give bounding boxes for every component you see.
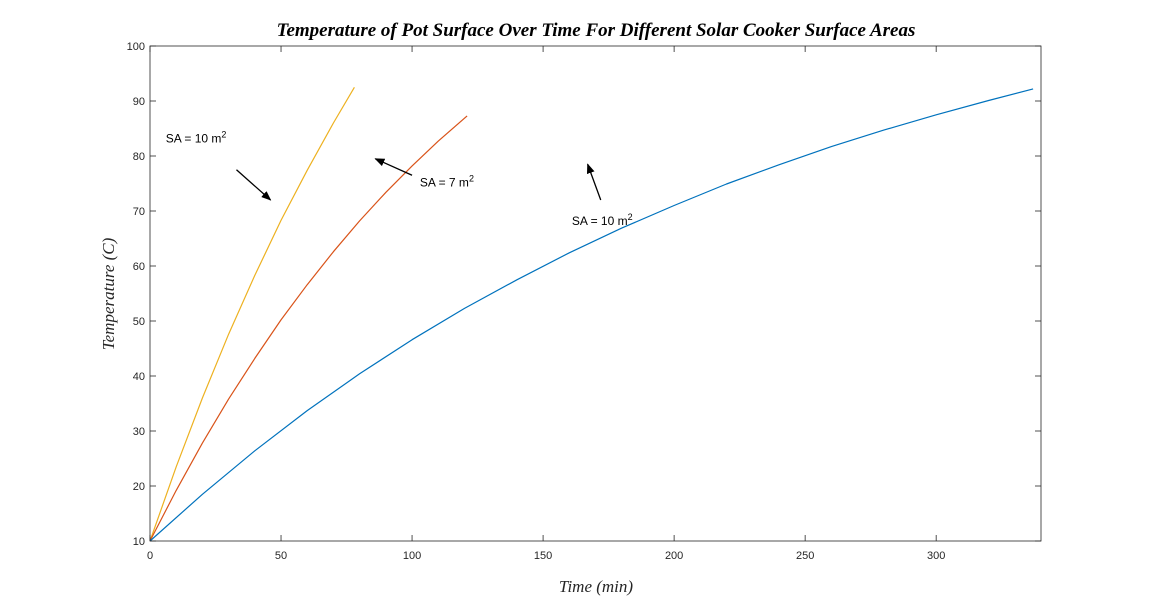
- y-tick-label-5: 60: [133, 261, 145, 273]
- y-tick-label-9: 100: [127, 41, 145, 53]
- y-tick-label-6: 70: [133, 206, 145, 218]
- y-tick-label-1: 20: [133, 481, 145, 493]
- annotation-label-1: SA = 7 m2: [420, 173, 474, 189]
- series-line-0: [149, 86, 355, 542]
- annotation-arrow-1: [374, 158, 413, 176]
- y-tick-label-3: 40: [133, 371, 145, 383]
- y-axis-label: Temperature (C): [99, 237, 118, 350]
- ticks-layer: 0 50 100 150 200 250 300 10 20 30 40 50 60 70 80 90 100: [127, 41, 1041, 562]
- y-tick-label-8: 90: [133, 96, 145, 108]
- annotation-arrow-0: [236, 169, 272, 201]
- x-tick-label-0: 0: [147, 550, 153, 562]
- annotation-arrow-2: [586, 163, 602, 201]
- chart-title: Temperature of Pot Surface Over Time For…: [277, 20, 916, 41]
- y-tick-label-4: 50: [133, 316, 145, 328]
- x-axis-label: Time (min): [559, 577, 633, 596]
- annotation-label-2: SA = 10 m2: [572, 212, 633, 228]
- y-tick-label-7: 80: [133, 151, 145, 163]
- series-layer: [149, 86, 1034, 542]
- plot-background: [150, 46, 1041, 541]
- annotations-layer: SA = 10 m2 SA = 7 m2 SA = 10 m2: [166, 129, 633, 228]
- x-tick-label-2: 100: [403, 550, 421, 562]
- x-tick-label-3: 150: [534, 550, 552, 562]
- y-tick-label-0: 10: [133, 536, 145, 548]
- x-tick-label-6: 300: [927, 550, 945, 562]
- x-tick-label-1: 50: [275, 550, 287, 562]
- annotation-label-0: SA = 10 m2: [166, 129, 227, 145]
- x-tick-label-4: 200: [665, 550, 683, 562]
- plot-frame: [149, 45, 1042, 542]
- x-tick-label-5: 250: [796, 550, 814, 562]
- series-line-1: [149, 115, 468, 542]
- y-tick-label-2: 30: [133, 426, 145, 438]
- series-line-2: [149, 88, 1034, 542]
